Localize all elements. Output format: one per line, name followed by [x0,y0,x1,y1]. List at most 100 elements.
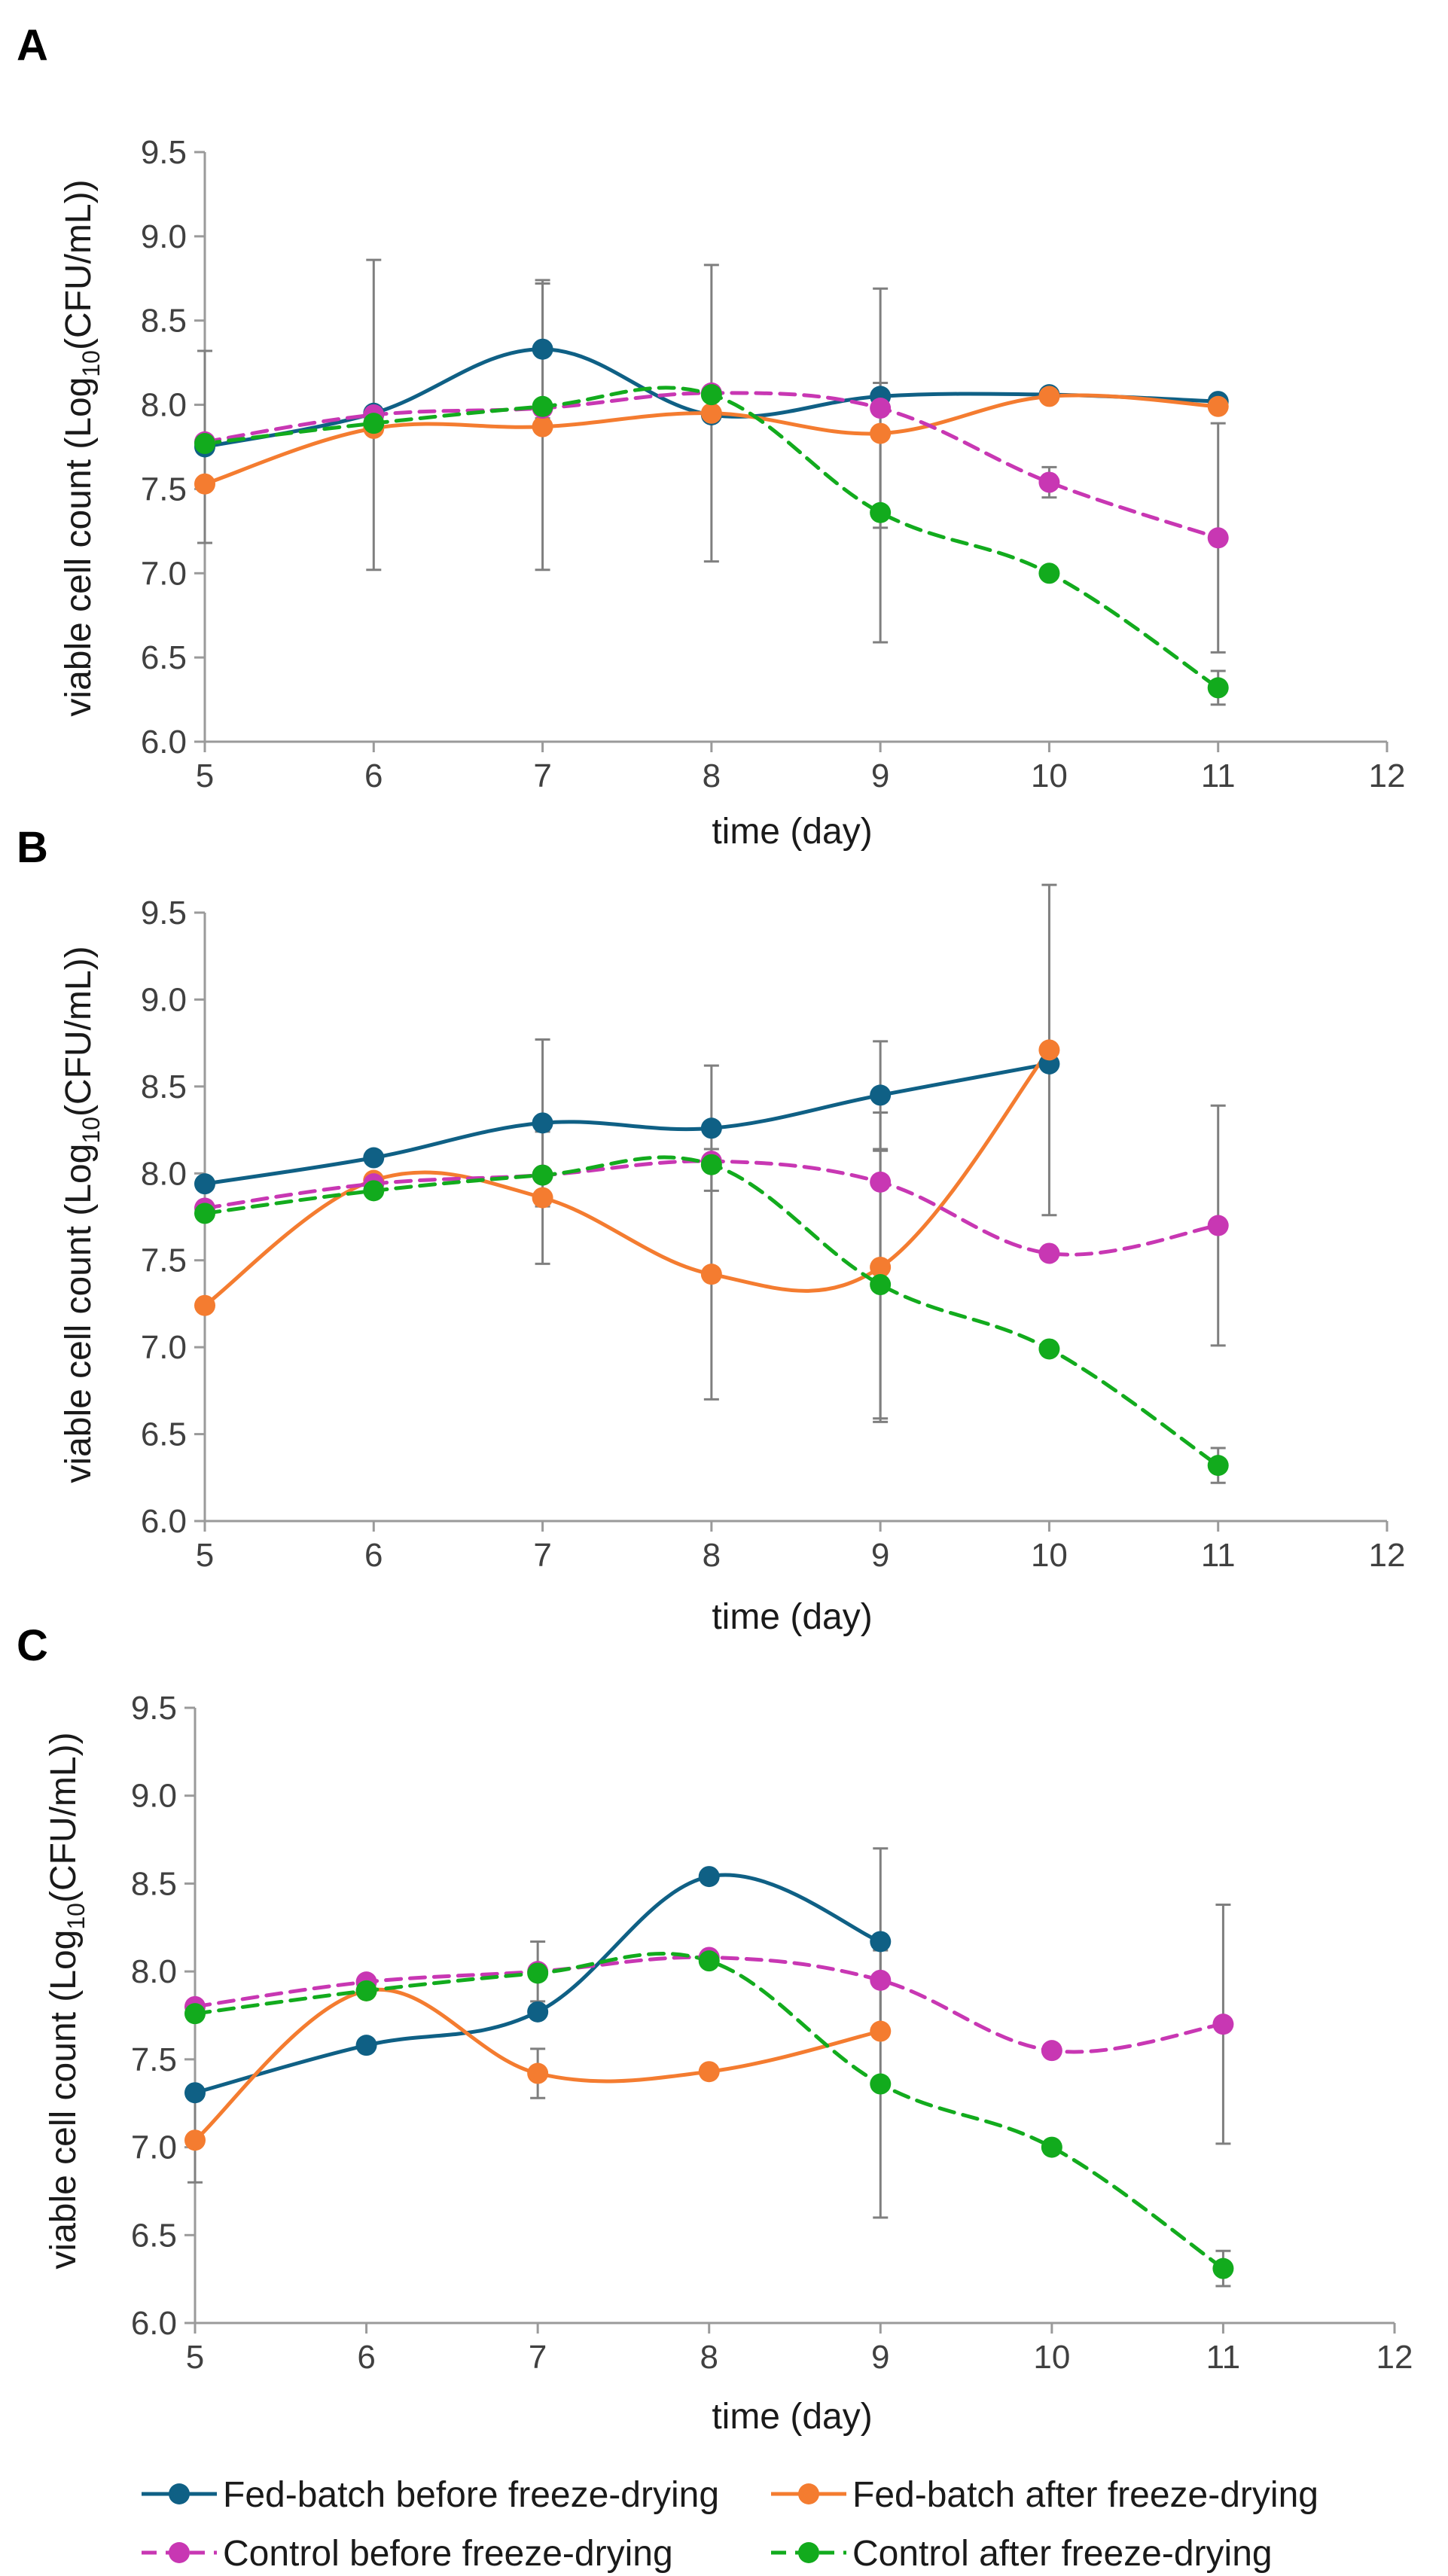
panel-b-point-fb-before [194,1173,215,1195]
panel-c-x-axis-label: time (day) [712,2397,872,2437]
panel-c-point-fb-before [870,1931,892,1953]
panel-c-x-tick-label: 11 [1206,2339,1241,2376]
panel-a-y-tick-label: 8.5 [141,303,187,340]
panel-b-y-label-prefix: viable cell count (Log [59,1144,99,1483]
panel-c-y-tick-label: 7.0 [131,2129,177,2166]
panel-b-point-fb-after [1038,1039,1060,1061]
panel-b-x-tick-label: 9 [871,1537,889,1574]
panel-a-point-ctrl-after [194,433,215,455]
panel-a-point-fb-before [532,338,553,360]
panel-c-y-axis-label: viable cell count (Log10(CFU/mL)) [44,1732,90,2269]
panel-b-x-tick-label: 8 [703,1537,721,1574]
panel-c-point-ctrl-after [1212,2257,1234,2279]
panel-b-x-tick-label: 12 [1369,1537,1406,1574]
panel-a-point-ctrl-after [870,501,892,523]
panel-a-point-fb-after [870,422,892,444]
panel-b: B 6.0 6.5 7.0 7.5 8.0 8.5 9.0 9.5 5 6 7 8 9 10 11 12 ti… [17,823,1405,1637]
panel-b-point-ctrl-after [700,1154,722,1175]
legend-item-fb-after: Fed-batch after freeze-drying [771,2475,1318,2515]
panel-a-x-axis-label: time (day) [712,812,872,852]
panel-a-point-ctrl-after [363,413,385,434]
panel-a-x-tick-label: 11 [1201,758,1236,794]
panel-c-y-tick-label: 8.0 [131,1953,177,1990]
panel-c-point-ctrl-after [355,1980,377,2001]
panel-b-y-label-suffix: (CFU/mL)) [59,946,99,1117]
panel-c-x-tick-label: 9 [871,2339,889,2376]
panel-a-y-tick-label: 6.0 [141,724,187,761]
panel-b-x-tick-label: 7 [533,1537,551,1574]
panel-b-point-fb-after [532,1187,553,1209]
panel-a-y-tick-label: 8.0 [141,387,187,424]
panel-b-y-tick-label: 6.5 [141,1416,187,1453]
panel-c-label: C [17,1621,48,1670]
panel-b-point-fb-after [194,1294,215,1316]
panel-a-x-tick-label: 9 [871,758,889,794]
legend-label-ctrl-after: Control after freeze-drying [852,2534,1273,2574]
panel-b-y-tick-label: 8.0 [141,1155,187,1192]
panel-c-point-fb-before [355,2035,377,2056]
panel-b-label: B [17,823,48,872]
panel-a-point-ctrl-after [1207,677,1229,699]
panel-a-x-tick-label: 5 [196,758,214,794]
panel-a-y-tick-label: 7.5 [141,471,187,508]
panel-c-y-tick-label: 9.5 [131,1690,177,1727]
panel-c-y-tick-label: 7.5 [131,2041,177,2078]
panel-b-y-tick-label: 7.0 [141,1329,187,1366]
panel-a-point-fb-after [1207,395,1229,417]
panel-a-x-tick-label: 8 [703,758,721,794]
panel-c-line-ctrl-before [193,1955,1225,2054]
legend-item-ctrl-before: Control before freeze-drying [142,2534,673,2574]
panel-c-y-label-subscript: 10 [62,1903,90,1930]
panel-c-x-tick-label: 6 [357,2339,375,2376]
panel-c-y-label-prefix: viable cell count (Log [44,1930,84,2270]
panel-a-x-tick-label: 12 [1369,758,1406,794]
panel-b-point-fb-after [700,1264,722,1285]
panel-a-y-label-subscript: 10 [78,350,105,377]
panel-b-x-tick-label: 6 [364,1537,383,1574]
panel-c: C 6.0 6.5 7.0 7.5 8.0 8.5 9.0 9.5 5 6 7 8 9 10 11 12 ti… [17,1621,1413,2437]
panel-a-point-fb-after [1038,386,1060,407]
panel-c-point-ctrl-before [1212,2014,1234,2035]
panel-a-point-ctrl-after [700,384,722,406]
legend-swatch-ctrl-before [142,2542,217,2563]
panel-a-point-ctrl-after [532,395,553,417]
panel-a-point-fb-after [532,416,553,437]
panel-a-x-tick-label: 6 [364,758,383,794]
panel-b-point-fb-before [363,1147,385,1169]
panel-b-point-fb-before [700,1117,722,1139]
panel-c-point-fb-before [698,1866,720,1888]
panel-b-point-fb-before [532,1112,553,1134]
panel-c-y-tick-label: 8.5 [131,1865,177,1902]
panel-c-point-fb-before [527,2001,549,2023]
panel-b-point-ctrl-before [1038,1242,1060,1264]
panel-a-point-ctrl-before [870,398,892,419]
panel-c-x-tick-label: 10 [1033,2339,1070,2376]
legend-label-fb-after: Fed-batch after freeze-drying [852,2475,1318,2515]
panel-b-point-ctrl-after [870,1274,892,1296]
panel-c-point-ctrl-after [184,2003,206,2025]
panel-b-x-tick-label: 11 [1201,1537,1236,1574]
panel-b-x-axis-label: time (day) [712,1597,872,1637]
panel-c-point-ctrl-after [527,1962,549,1984]
panel-b-y-tick-label: 9.5 [141,895,187,931]
panel-a-y-tick-label: 9.5 [141,134,187,171]
panel-a: A 6.0 6.5 7.0 7.5 8.0 8.5 9.0 9.5 5 6 7 8 9 10 11 12 ti… [17,21,1405,852]
panel-b-point-ctrl-after [1038,1338,1060,1360]
panel-c-y-label-suffix: (CFU/mL)) [44,1732,84,1903]
panel-c-y-tick-label: 6.0 [131,2305,177,2342]
panel-b-line-fb-after [203,1047,1051,1308]
panel-b-point-ctrl-after [1207,1455,1229,1477]
panel-b-point-ctrl-after [363,1180,385,1202]
panel-b-y-tick-label: 7.5 [141,1242,187,1279]
panel-c-point-ctrl-after [1041,2136,1062,2158]
panel-b-point-ctrl-before [870,1171,892,1193]
panel-c-point-ctrl-after [698,1950,720,1972]
panel-a-point-ctrl-before [1038,471,1060,493]
panel-b-y-tick-label: 9.0 [141,981,187,1018]
panel-b-y-tick-label: 6.0 [141,1503,187,1540]
legend-swatch-ctrl-after [771,2542,846,2563]
legend-swatch-fb-after [771,2483,846,2504]
panel-b-y-tick-label: 8.5 [141,1069,187,1105]
panel-c-point-ctrl-before [1041,2040,1062,2062]
panel-b-x-tick-label: 5 [196,1537,214,1574]
